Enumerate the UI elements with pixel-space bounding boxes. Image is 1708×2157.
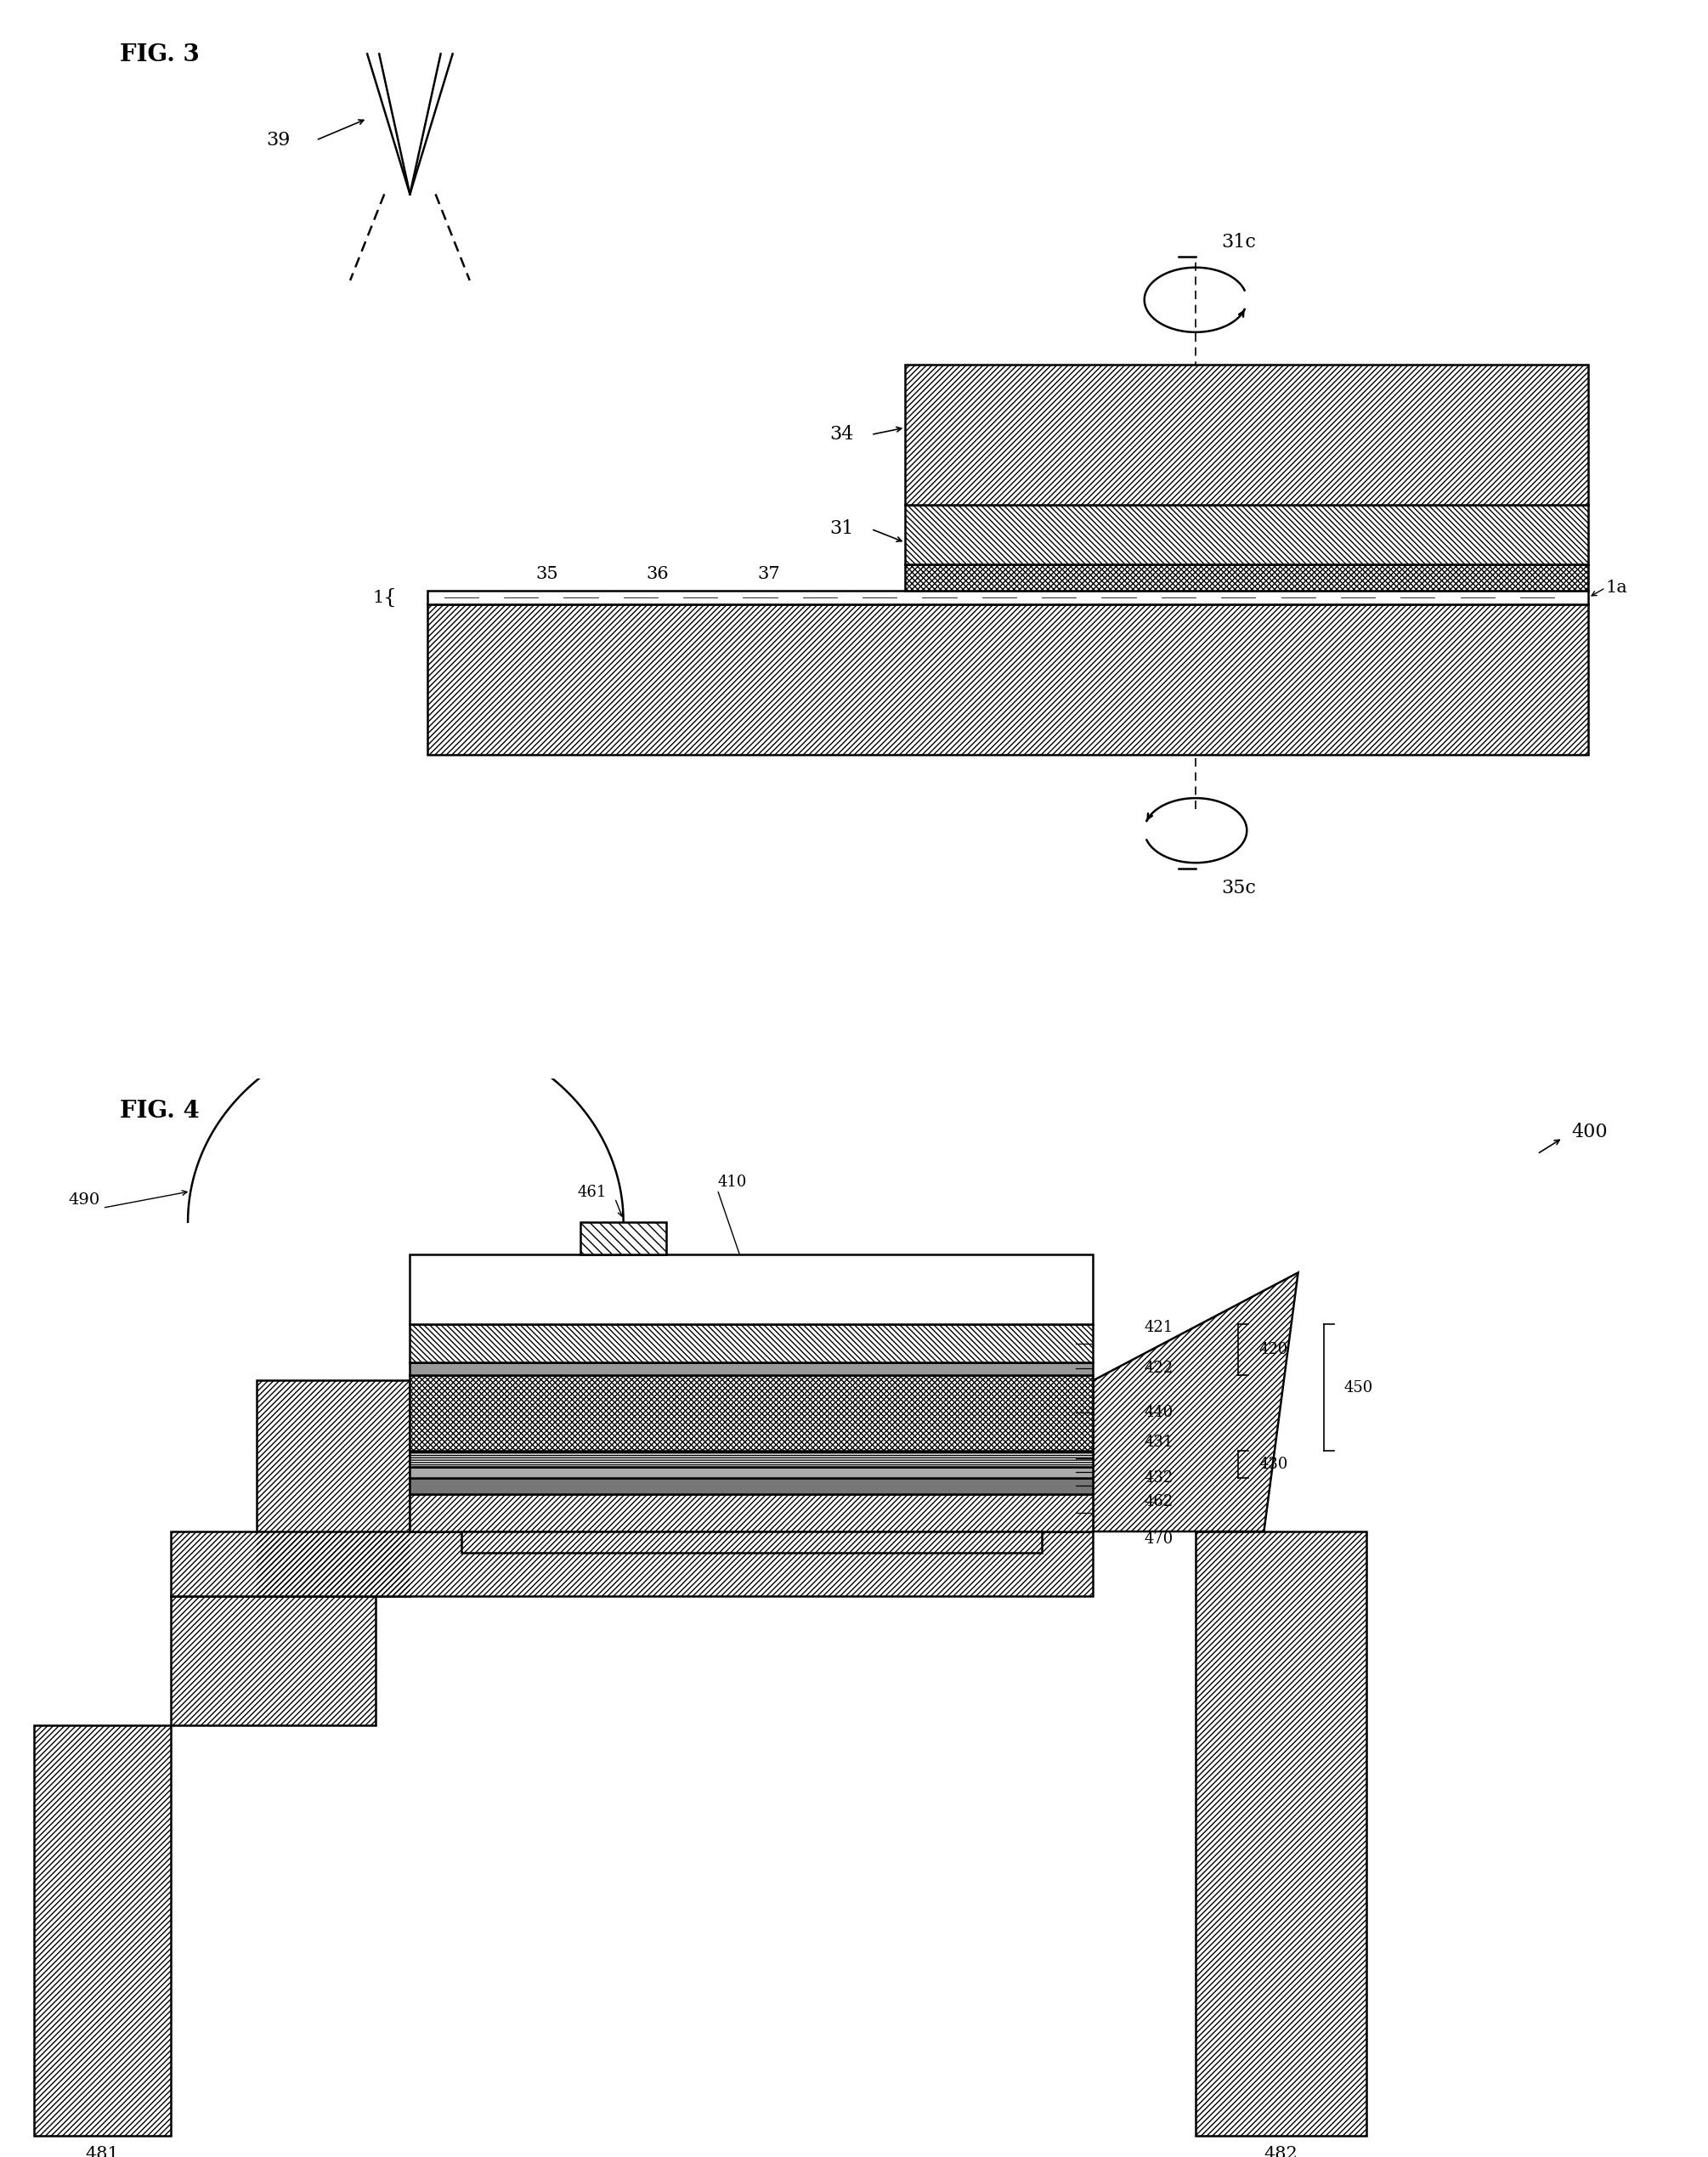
Bar [1196,1531,1366,2135]
Bar [905,365,1588,505]
Bar [34,1726,171,2135]
Bar [905,563,1588,591]
Text: 39: 39 [266,132,290,149]
Text: 422: 422 [1144,1361,1173,1376]
Text: 461: 461 [577,1184,606,1199]
Text: 450: 450 [1344,1380,1373,1396]
Bar [905,365,1588,505]
Text: FIG. 4: FIG. 4 [120,1100,200,1124]
Bar [905,563,1588,591]
Text: 432: 432 [1144,1469,1173,1486]
Bar [410,1478,1093,1493]
Text: 421: 421 [1144,1320,1173,1335]
Text: 31c: 31c [1221,233,1255,252]
Text: 431: 431 [1144,1434,1173,1450]
Bar [410,1324,1093,1363]
Text: 470: 470 [1144,1531,1173,1547]
Text: 420: 420 [1259,1342,1288,1357]
Text: 37: 37 [757,567,781,582]
Bar [410,1493,1093,1531]
Text: 35: 35 [535,567,559,582]
Bar [171,1531,1093,1596]
Bar [461,1531,1042,1553]
Bar [410,1376,1093,1450]
Bar [581,1221,666,1253]
Bar [410,1376,1093,1450]
Bar [1196,1531,1366,2135]
Bar [34,1726,171,2135]
Text: 430: 430 [1259,1456,1288,1471]
Text: 31: 31 [830,520,854,539]
Text: 1a: 1a [1606,580,1628,595]
Polygon shape [1093,1273,1298,1531]
Bar [171,1596,376,1726]
Text: 481: 481 [85,2146,120,2157]
Bar [410,1324,1093,1363]
Bar [427,604,1588,755]
Text: 462: 462 [1144,1495,1173,1510]
Text: {: { [383,587,396,608]
Bar [905,505,1588,563]
Text: 400: 400 [1571,1124,1607,1141]
Text: 1: 1 [372,589,384,606]
Text: 482: 482 [1264,2146,1298,2157]
Bar [427,604,1588,755]
Text: 440: 440 [1144,1404,1173,1421]
Bar [410,1450,1093,1467]
Bar [427,591,1588,604]
Bar [461,1531,1042,1553]
Text: 36: 36 [646,567,670,582]
Text: 410: 410 [717,1173,746,1191]
Bar [171,1596,376,1726]
Bar [410,1253,1093,1324]
Bar [256,1380,410,1596]
Bar [171,1531,1093,1596]
Text: 490: 490 [68,1193,101,1208]
Bar [581,1221,666,1253]
Text: 34: 34 [830,425,854,444]
Bar [256,1380,410,1596]
Bar [410,1467,1093,1478]
Bar [410,1493,1093,1531]
Bar [410,1363,1093,1376]
Text: FIG. 3: FIG. 3 [120,43,200,67]
Text: 35c: 35c [1221,880,1255,897]
Bar [905,505,1588,563]
Bar [410,1450,1093,1467]
